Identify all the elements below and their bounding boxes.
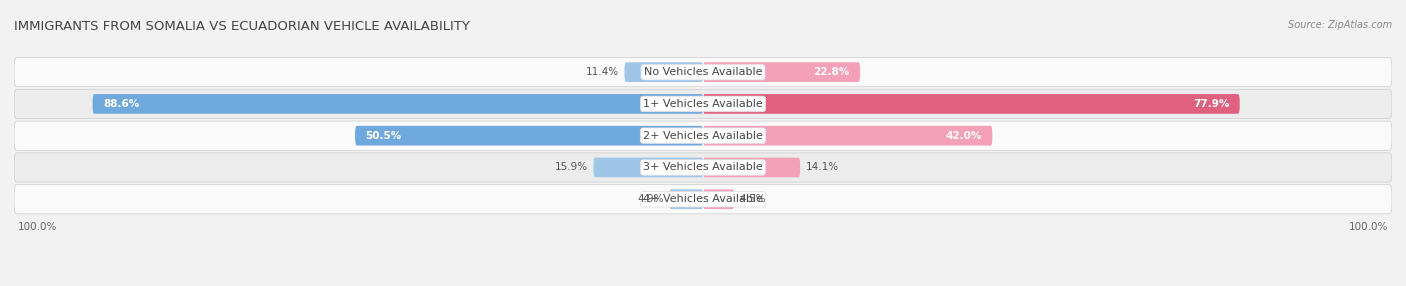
Text: 88.6%: 88.6% (103, 99, 139, 109)
FancyBboxPatch shape (14, 185, 1392, 214)
FancyBboxPatch shape (703, 189, 734, 209)
FancyBboxPatch shape (93, 94, 703, 114)
Text: No Vehicles Available: No Vehicles Available (644, 67, 762, 77)
FancyBboxPatch shape (14, 89, 1392, 118)
FancyBboxPatch shape (14, 121, 1392, 150)
Text: 11.4%: 11.4% (586, 67, 619, 77)
FancyBboxPatch shape (14, 57, 1392, 87)
FancyBboxPatch shape (356, 126, 703, 146)
Text: 77.9%: 77.9% (1192, 99, 1229, 109)
FancyBboxPatch shape (624, 62, 703, 82)
Text: 50.5%: 50.5% (366, 131, 402, 141)
Text: 14.1%: 14.1% (806, 162, 839, 172)
Text: 100.0%: 100.0% (17, 222, 56, 232)
Text: 15.9%: 15.9% (555, 162, 588, 172)
Text: 42.0%: 42.0% (946, 131, 981, 141)
Text: 3+ Vehicles Available: 3+ Vehicles Available (643, 162, 763, 172)
Text: 1+ Vehicles Available: 1+ Vehicles Available (643, 99, 763, 109)
FancyBboxPatch shape (669, 189, 703, 209)
Text: 4.5%: 4.5% (740, 194, 766, 204)
FancyBboxPatch shape (703, 94, 1240, 114)
FancyBboxPatch shape (593, 158, 703, 177)
Text: 4+ Vehicles Available: 4+ Vehicles Available (643, 194, 763, 204)
FancyBboxPatch shape (703, 158, 800, 177)
FancyBboxPatch shape (703, 126, 993, 146)
Text: 4.9%: 4.9% (637, 194, 664, 204)
Text: 100.0%: 100.0% (1350, 222, 1389, 232)
Text: IMMIGRANTS FROM SOMALIA VS ECUADORIAN VEHICLE AVAILABILITY: IMMIGRANTS FROM SOMALIA VS ECUADORIAN VE… (14, 20, 470, 33)
FancyBboxPatch shape (703, 62, 860, 82)
Text: 22.8%: 22.8% (814, 67, 849, 77)
Text: 2+ Vehicles Available: 2+ Vehicles Available (643, 131, 763, 141)
Text: Source: ZipAtlas.com: Source: ZipAtlas.com (1288, 20, 1392, 30)
FancyBboxPatch shape (14, 153, 1392, 182)
